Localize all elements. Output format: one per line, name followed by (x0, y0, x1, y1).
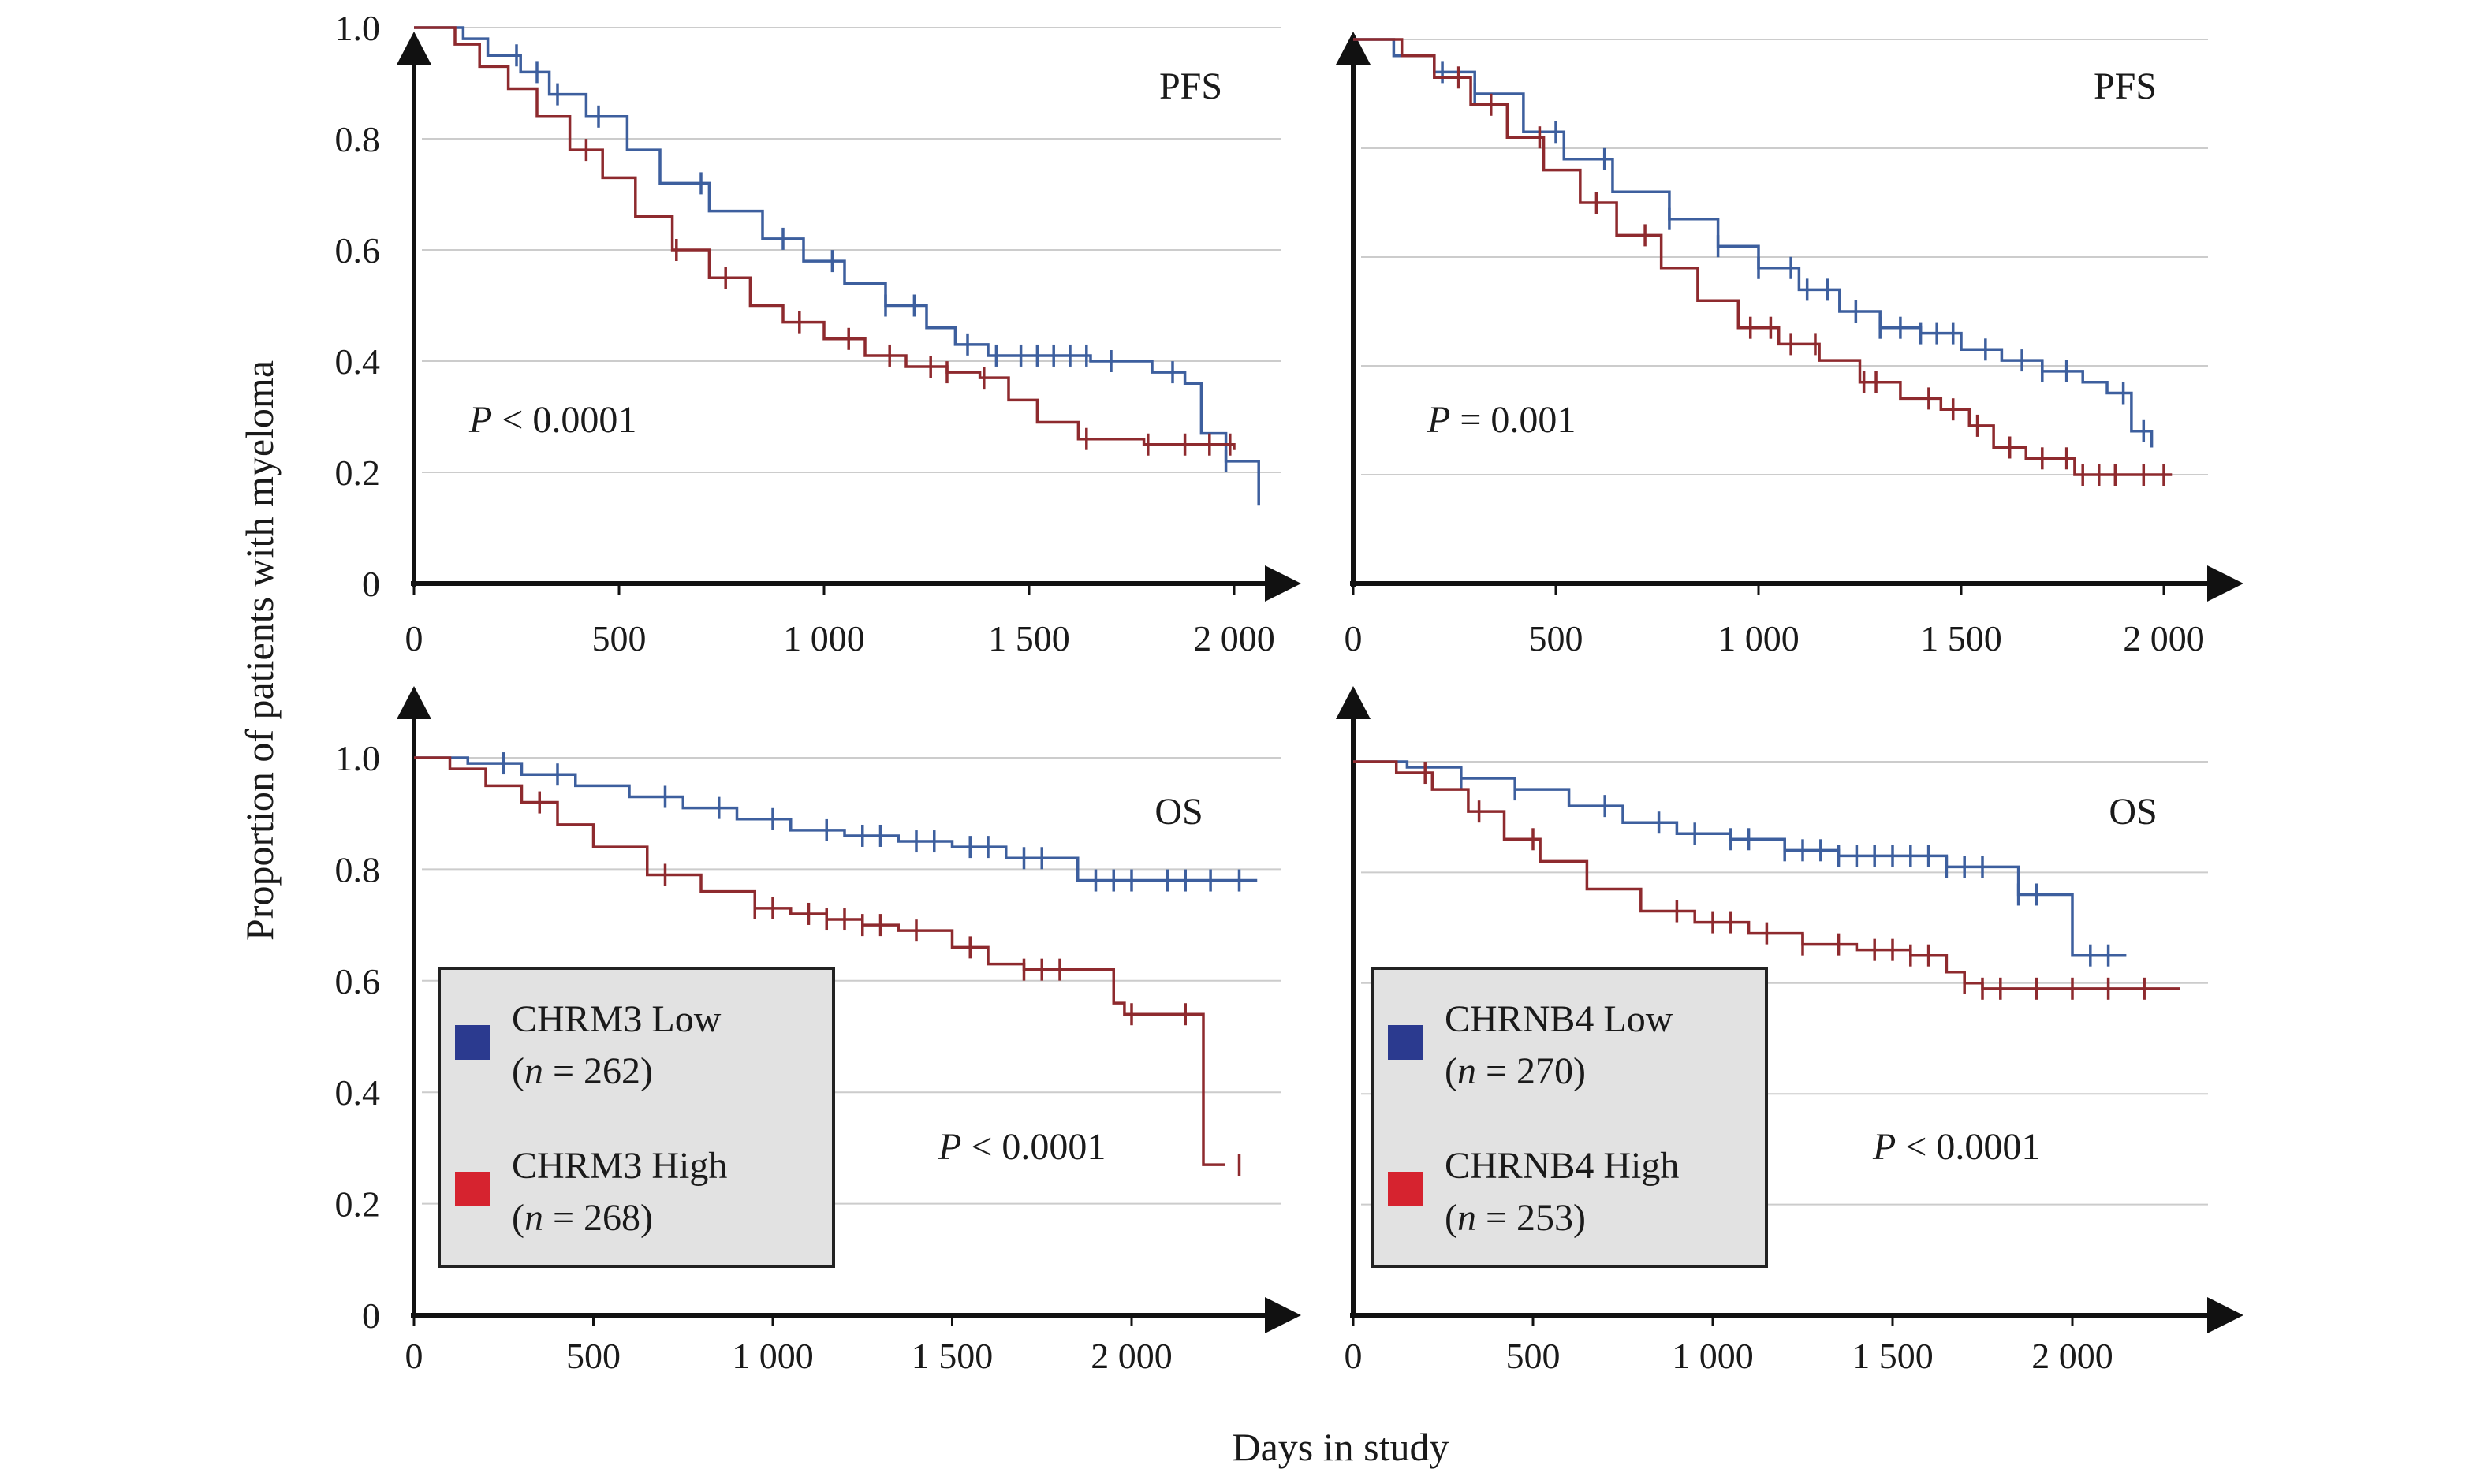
y-tick-label: 0 (362, 564, 380, 604)
chart-panel-top-left: 0 0.2 0.4 0.6 0.8 1.0 0 500 1 000 1 500 2 000 PFS P … (335, 8, 1301, 658)
legend-bottom-right: CHRNB4 Low(n = 270)CHRNB4 High(n = 253) (1371, 967, 1768, 1268)
x-axis-arrow (2207, 565, 2243, 602)
y-tick-label: 0.8 (335, 849, 381, 889)
x-tick-label: 0 (1345, 1336, 1363, 1376)
legend-n-part: ( (1445, 1197, 1457, 1239)
x-tick-label: 2 000 (1091, 1336, 1173, 1376)
x-tick-label: 1 500 (1852, 1336, 1934, 1376)
legend-item-name: CHRNB4 Low (1445, 998, 1673, 1040)
x-axis-arrow (1265, 565, 1301, 602)
series-line-low (414, 756, 1258, 882)
y-tick-label: 0.6 (335, 961, 381, 1001)
panel-label: PFS (1159, 65, 1222, 107)
panel-label: PFS (2094, 65, 2157, 107)
x-tick-label: 1 500 (912, 1336, 994, 1376)
y-axis-label: Proportion of patients with myeloma (237, 360, 282, 941)
x-tick-label: 1 000 (1718, 618, 1800, 658)
y-axis-arrow (1336, 32, 1371, 65)
y-tick-label: 0.8 (335, 119, 381, 159)
legend-item-name: CHRM3 High (512, 1145, 727, 1187)
panel-label: OS (1154, 791, 1203, 833)
panels-group: 0 0.2 0.4 0.6 0.8 1.0 0 500 1 000 1 500 2 000 PFS P … (335, 8, 2243, 1376)
legend-item-name: CHRM3 Low (512, 998, 722, 1040)
series-line-high (1353, 38, 2173, 476)
y-tick-label: 0.2 (335, 1184, 381, 1225)
x-tick-label: 0 (1345, 618, 1363, 658)
p-symbol: P (1872, 1126, 1896, 1168)
legend-n-part: ( (512, 1050, 524, 1092)
x-tick-label: 1 500 (988, 618, 1070, 658)
y-tick-label: 0 (362, 1296, 380, 1336)
legend-item-n: (n = 268) (512, 1197, 653, 1239)
y-tick-label: 0.2 (335, 453, 381, 493)
x-tick-label: 1 500 (1920, 618, 2002, 658)
legend-n-part: n (1457, 1050, 1476, 1092)
y-axis-arrow (397, 32, 431, 65)
x-tick-label: 500 (566, 1336, 621, 1376)
legend-n-part: = 253) (1476, 1197, 1586, 1239)
p-text: < 0.0001 (492, 399, 636, 441)
x-tick-label: 0 (405, 618, 423, 658)
legend-item-n: (n = 270) (1445, 1050, 1586, 1092)
x-axis-arrow (2207, 1297, 2243, 1333)
legend-swatch-high (1388, 1172, 1423, 1206)
p-text: < 0.0001 (1896, 1126, 2040, 1168)
y-tick-label: 0.4 (335, 341, 381, 382)
p-symbol: P (1427, 399, 1450, 441)
x-tick-label: 1 000 (732, 1336, 814, 1376)
p-symbol: P (468, 399, 492, 441)
x-axis-arrow (1265, 1297, 1301, 1333)
legend-n-part: n (524, 1197, 543, 1239)
legend-n-part: = 270) (1476, 1050, 1586, 1092)
legend-n-part: ( (512, 1197, 524, 1239)
series-line-high (1353, 760, 2180, 990)
y-axis-arrow (397, 686, 431, 719)
p-text: < 0.0001 (961, 1126, 1106, 1168)
legend-item-n: (n = 262) (512, 1050, 653, 1092)
p-value-label: P < 0.0001 (938, 1126, 1106, 1168)
y-tick-label: 0.6 (335, 230, 381, 270)
x-tick-label: 1 000 (783, 618, 865, 658)
panel-label: OS (2109, 791, 2157, 833)
series-line-low (414, 26, 1260, 506)
legend-n-part: n (524, 1050, 543, 1092)
p-value-label: P = 0.001 (1427, 399, 1576, 441)
legend-n-part: = 262) (543, 1050, 653, 1092)
chart-panel-top-right: 0 500 1 000 1 500 2 000 PFS P = 0.001 (1336, 32, 2243, 658)
legend-n-part: = 268) (543, 1197, 653, 1239)
legend-swatch-low (1388, 1025, 1423, 1060)
x-tick-label: 500 (1529, 618, 1583, 658)
p-symbol: P (938, 1126, 961, 1168)
p-value-label: P < 0.0001 (1872, 1126, 2040, 1168)
y-axis-arrow (1336, 686, 1371, 719)
legend-swatch-low (455, 1025, 490, 1060)
x-tick-label: 0 (405, 1336, 423, 1376)
x-tick-label: 2 000 (1193, 618, 1275, 658)
chart-panel-bottom-left: 0 0.2 0.4 0.6 0.8 1.0 0 500 1 000 1 500 2 000 OS P <… (335, 686, 1301, 1376)
legend-item-name: CHRNB4 High (1445, 1145, 1679, 1187)
legend-n-part: ( (1445, 1050, 1457, 1092)
legend-box (438, 967, 835, 1268)
legend-swatch-high (455, 1172, 490, 1206)
series-line-high (414, 26, 1236, 450)
x-tick-label: 1 000 (1672, 1336, 1754, 1376)
y-tick-label: 1.0 (335, 8, 381, 48)
legend-item-n: (n = 253) (1445, 1197, 1586, 1239)
x-tick-label: 2 000 (2031, 1336, 2113, 1376)
p-value-label: P < 0.0001 (468, 399, 636, 441)
y-tick-label: 1.0 (335, 738, 381, 778)
x-tick-label: 2 000 (2123, 618, 2205, 658)
x-axis-label: Days in study (1233, 1425, 1449, 1469)
series-line-low (1353, 38, 2154, 448)
legend-box (1371, 967, 1768, 1268)
x-tick-label: 500 (1506, 1336, 1561, 1376)
y-tick-label: 0.4 (335, 1072, 381, 1113)
x-tick-label: 500 (592, 618, 647, 658)
p-text: = 0.001 (1450, 399, 1576, 441)
legend-n-part: n (1457, 1197, 1476, 1239)
legend-bottom-left: CHRM3 Low(n = 262)CHRM3 High(n = 268) (438, 967, 835, 1268)
